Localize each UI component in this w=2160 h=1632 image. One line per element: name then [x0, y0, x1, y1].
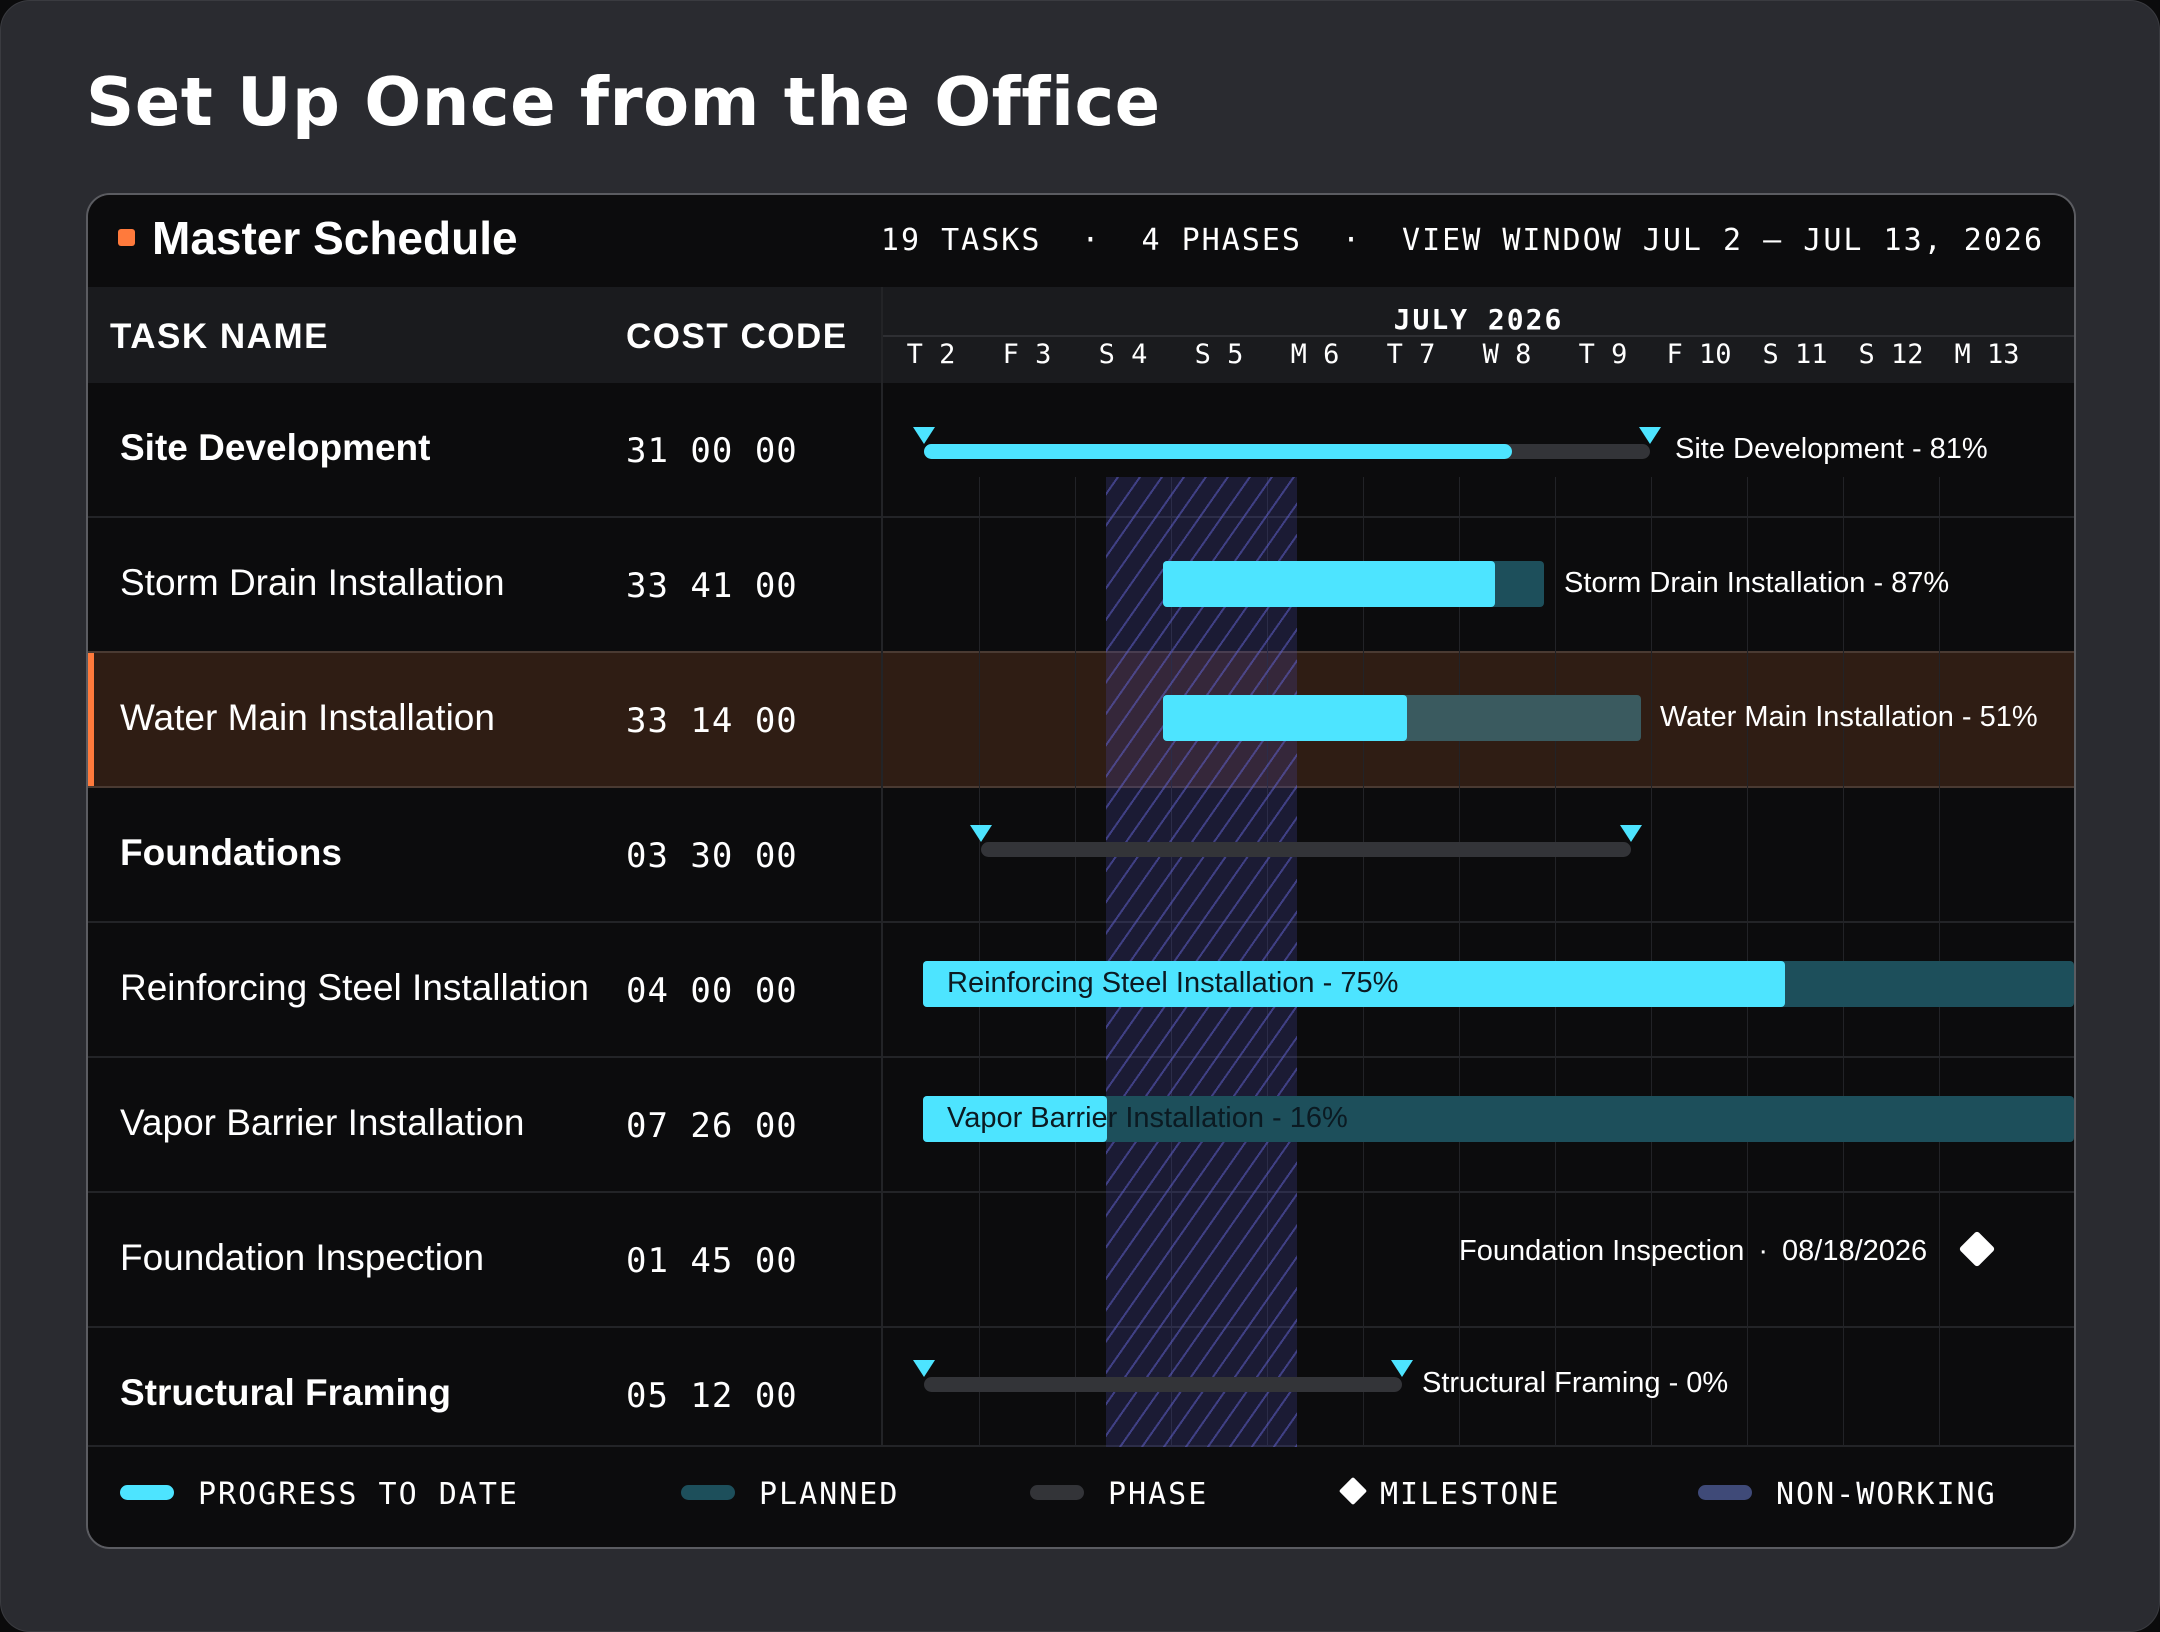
- phase-end-marker-icon: [1391, 1360, 1413, 1377]
- schedule-header: Master Schedule 19 TASKS · 4 PHASES · VIEW W…: [88, 195, 2074, 287]
- bar-label: Water Main Installation - 51%: [1660, 701, 2038, 733]
- day-label: S 5: [1194, 339, 1244, 370]
- task-count: 19 TASKS: [880, 223, 1042, 258]
- task-name: Reinforcing Steel Installation: [120, 967, 589, 1008]
- day-label: S 12: [1858, 339, 1924, 370]
- task-row-site-development[interactable]: Site Development 31 00 00: [88, 383, 2074, 516]
- cost-code: 07 26 00: [626, 1106, 798, 1146]
- month-label: JULY 2026: [1393, 303, 1564, 336]
- task-name: Foundations: [120, 832, 342, 873]
- task-row-structural-framing[interactable]: Structural Framing 05 12 00: [88, 1328, 2074, 1461]
- column-header: TASK NAME COST CODE: [88, 287, 882, 383]
- legend-label: PLANNED: [759, 1477, 900, 1512]
- column-header-cost-code[interactable]: COST CODE: [626, 317, 848, 356]
- milestone-date: 08/18/2026: [1782, 1235, 1928, 1267]
- cost-code: 31 00 00: [626, 431, 798, 471]
- day-label: M 6: [1290, 339, 1340, 370]
- phase-progress-bar: [924, 444, 1512, 459]
- status-dot-icon: [118, 229, 135, 246]
- progress-bar: [1163, 695, 1407, 741]
- progress-swatch-icon: [120, 1485, 174, 1500]
- cost-code: 01 45 00: [626, 1241, 798, 1281]
- timeline-header: JULY 2026 T 2 F 3 S 4 S 5 M 6 T 7 W 8 T …: [883, 287, 2074, 383]
- phase-start-marker-icon: [913, 427, 935, 444]
- milestone-swatch-icon: [1338, 1476, 1368, 1506]
- task-name: Storm Drain Installation: [120, 562, 505, 603]
- cost-code: 05 12 00: [626, 1376, 798, 1416]
- legend: PROGRESS TO DATE PLANNED PHASE MILESTONE…: [88, 1447, 2074, 1547]
- row-divider: [88, 1445, 2074, 1447]
- stats-separator: ·: [1081, 223, 1102, 258]
- day-label: M 13: [1954, 339, 2020, 370]
- row-divider: [88, 516, 2074, 518]
- cost-code: 04 00 00: [626, 971, 798, 1011]
- cost-code: 33 41 00: [626, 566, 798, 606]
- phase-swatch-icon: [1030, 1485, 1084, 1500]
- phase-start-marker-icon: [913, 1360, 935, 1377]
- task-name: Water Main Installation: [120, 697, 495, 738]
- schedule-stats: 19 TASKS · 4 PHASES · VIEW WINDOW JUL 2 – JU…: [881, 223, 2044, 258]
- task-row-vapor-barrier[interactable]: Vapor Barrier Installation 07 26 00: [88, 1058, 2074, 1191]
- row-divider: [88, 1056, 2074, 1058]
- milestone-separator: ·: [1758, 1235, 1769, 1267]
- row-divider: [88, 651, 2074, 653]
- legend-label: NON-WORKING: [1776, 1477, 1997, 1512]
- task-row-water-main[interactable]: Water Main Installation 33 14 00: [88, 653, 2074, 786]
- task-name: Vapor Barrier Installation: [120, 1102, 525, 1143]
- page-title: Set Up Once from the Office: [86, 63, 1161, 141]
- bar-label: Storm Drain Installation - 87%: [1564, 567, 1950, 599]
- task-name: Structural Framing: [120, 1372, 451, 1413]
- progress-bar: [923, 961, 1785, 1007]
- legend-label: PROGRESS TO DATE: [198, 1477, 519, 1512]
- planned-bar[interactable]: [923, 1096, 2074, 1142]
- task-name: Site Development: [120, 427, 431, 468]
- cost-code: 33 14 00: [626, 701, 798, 741]
- non-working-swatch-icon: [1698, 1485, 1752, 1500]
- column-header-task-name[interactable]: TASK NAME: [110, 317, 329, 356]
- cost-code: 03 30 00: [626, 836, 798, 876]
- milestone-label: Foundation Inspection · 08/18/2026: [1459, 1235, 1927, 1268]
- month-divider: [883, 335, 2074, 337]
- phase-bar[interactable]: [981, 842, 1631, 857]
- phase-count: 4 PHASES: [1141, 223, 1302, 258]
- selected-row-indicator: [88, 653, 94, 786]
- schedule-title: Master Schedule: [152, 212, 518, 264]
- task-row-foundation-inspection[interactable]: Foundation Inspection 01 45 00: [88, 1193, 2074, 1326]
- day-label: W 8: [1482, 339, 1532, 370]
- task-row-reinforcing-steel[interactable]: Reinforcing Steel Installation 04 00 00: [88, 923, 2074, 1056]
- schedule-card: Master Schedule 19 TASKS · 4 PHASES · VIEW W…: [86, 193, 2076, 1549]
- task-name: Foundation Inspection: [120, 1237, 485, 1278]
- task-row-storm-drain[interactable]: Storm Drain Installation 33 41 00: [88, 518, 2074, 651]
- day-label: F 3: [1002, 339, 1052, 370]
- view-window[interactable]: VIEW WINDOW JUL 2 – JUL 13, 2026: [1402, 223, 2044, 258]
- bar-label: Reinforcing Steel Installation - 75%: [947, 967, 1399, 999]
- row-divider: [88, 1326, 2074, 1328]
- day-label: T 2: [906, 339, 956, 370]
- row-divider: [88, 1191, 2074, 1193]
- row-divider: [88, 921, 2074, 923]
- progress-bar: [1163, 561, 1495, 607]
- bar-label: Structural Framing - 0%: [1422, 1367, 1729, 1399]
- row-divider: [88, 786, 2074, 788]
- day-label: T 9: [1578, 339, 1628, 370]
- progress-bar: [923, 1096, 1107, 1142]
- legend-label: PHASE: [1108, 1477, 1209, 1512]
- planned-swatch-icon: [681, 1485, 735, 1500]
- phase-end-marker-icon: [1639, 427, 1661, 444]
- task-row-foundations[interactable]: Foundations 03 30 00: [88, 788, 2074, 921]
- phase-start-marker-icon: [970, 825, 992, 842]
- stats-separator: ·: [1341, 223, 1363, 258]
- day-label: F 10: [1666, 339, 1732, 370]
- day-label: T 7: [1386, 339, 1436, 370]
- day-label: S 11: [1762, 339, 1828, 370]
- phase-end-marker-icon: [1620, 825, 1642, 842]
- milestone-name: Foundation Inspection: [1459, 1235, 1745, 1267]
- table-divider: [881, 287, 883, 1447]
- legend-label: MILESTONE: [1380, 1477, 1561, 1512]
- bar-label: Site Development - 81%: [1675, 433, 1988, 465]
- bar-label: Vapor Barrier Installation - 16%: [947, 1102, 1348, 1134]
- day-label: S 4: [1098, 339, 1148, 370]
- phase-bar[interactable]: [924, 1377, 1402, 1392]
